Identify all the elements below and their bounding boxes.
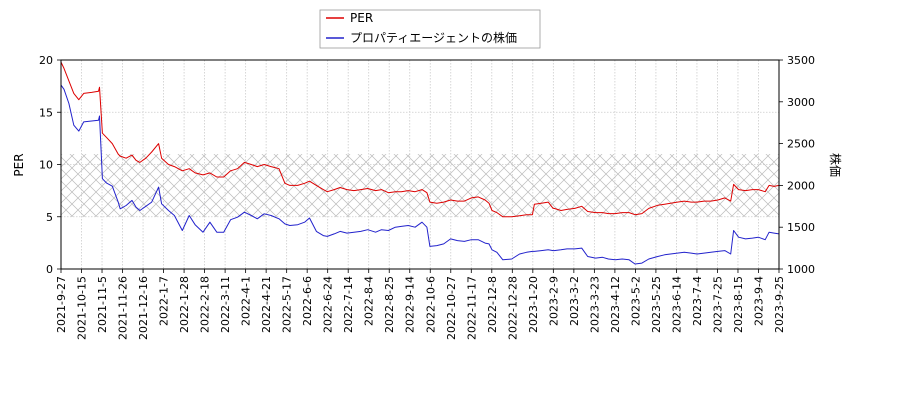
shaded-band bbox=[61, 154, 779, 217]
legend-label-stock: プロパティエージェントの株価 bbox=[350, 30, 517, 45]
x-tick-label: 2022-1-28 bbox=[178, 276, 191, 333]
x-tick-label: 2021-12-16 bbox=[137, 276, 150, 340]
x-tick-label: 2023-1-20 bbox=[527, 276, 540, 333]
x-tick-label: 2022-4-21 bbox=[260, 276, 273, 333]
y-axis-left-label: PER bbox=[12, 153, 26, 176]
x-tick-label: 2023-4-12 bbox=[609, 276, 622, 333]
x-tick-label: 2022-5-17 bbox=[281, 276, 294, 333]
x-tick-label: 2023-5-25 bbox=[650, 276, 663, 333]
y-right-tick-label: 2000 bbox=[787, 179, 815, 192]
y-axis-left: 0 5 10 15 20 bbox=[39, 54, 61, 276]
x-tick-label: 2022-2-18 bbox=[199, 276, 212, 333]
y-right-tick-label: 1500 bbox=[787, 221, 815, 234]
x-tick-label: 2022-9-14 bbox=[404, 276, 417, 333]
x-tick-label: 2022-8-4 bbox=[363, 276, 376, 326]
x-tick-label: 2022-6-6 bbox=[301, 276, 314, 326]
x-tick-label: 2022-10-27 bbox=[445, 276, 458, 340]
x-tick-label: 2023-7-4 bbox=[691, 276, 704, 326]
x-tick-label: 2021-10-15 bbox=[76, 276, 89, 340]
x-tick-label: 2021-11-5 bbox=[96, 276, 109, 333]
x-tick-label: 2022-10-6 bbox=[424, 276, 437, 333]
x-tick-label: 2023-7-25 bbox=[711, 276, 724, 333]
y-left-tick-label: 5 bbox=[46, 211, 53, 224]
y-left-tick-label: 15 bbox=[39, 106, 53, 119]
x-tick-label: 2023-9-25 bbox=[773, 276, 786, 333]
x-tick-label: 2023-3-2 bbox=[568, 276, 581, 326]
x-tick-label: 2023-6-14 bbox=[670, 276, 683, 333]
per-line bbox=[60, 61, 780, 218]
x-tick-label: 2023-9-4 bbox=[752, 276, 765, 326]
legend: PER プロパティエージェントの株価 bbox=[319, 9, 541, 49]
x-tick-label: 2023-2-9 bbox=[547, 276, 560, 326]
x-tick-label: 2022-11-17 bbox=[465, 276, 478, 340]
y-right-tick-label: 1000 bbox=[787, 263, 815, 276]
y-left-tick-label: 0 bbox=[46, 263, 53, 276]
legend-label-per: PER bbox=[350, 11, 373, 25]
x-tick-label: 2023-8-15 bbox=[732, 276, 745, 333]
x-tick-label: 2022-8-25 bbox=[383, 276, 396, 333]
y-left-tick-label: 20 bbox=[39, 54, 53, 67]
y-left-tick-label: 10 bbox=[39, 159, 53, 172]
series-layer bbox=[60, 61, 780, 265]
x-tick-label: 2023-3-23 bbox=[588, 276, 601, 333]
x-tick-label: 2022-1-7 bbox=[158, 276, 171, 326]
y-right-tick-label: 3000 bbox=[787, 96, 815, 109]
y-right-tick-label: 2500 bbox=[787, 138, 815, 151]
y-right-tick-label: 3500 bbox=[787, 54, 815, 67]
y-axis-right-label: 株価 bbox=[828, 153, 843, 177]
x-tick-label: 2022-4-1 bbox=[240, 276, 253, 326]
x-tick-label: 2022-7-14 bbox=[342, 276, 355, 333]
x-tick-label: 2021-11-26 bbox=[117, 276, 130, 340]
x-tick-label: 2022-6-24 bbox=[322, 276, 335, 333]
x-tick-label: 2022-12-28 bbox=[506, 276, 519, 340]
x-tick-label: 2022-3-11 bbox=[219, 276, 232, 333]
legend-box bbox=[319, 9, 541, 49]
x-axis: 2021-9-27 2021-10-15 2021-11-5 2021-11-26 20… bbox=[55, 269, 786, 340]
x-tick-label: 2021-9-27 bbox=[55, 276, 68, 333]
x-tick-label: 2023-5-2 bbox=[629, 276, 642, 326]
hatched-range bbox=[61, 154, 779, 217]
x-tick-label: 2022-12-8 bbox=[486, 276, 499, 333]
stock-price-line bbox=[60, 84, 780, 265]
y-axis-right: 1000 1500 2000 2500 3000 3500 bbox=[779, 54, 815, 276]
